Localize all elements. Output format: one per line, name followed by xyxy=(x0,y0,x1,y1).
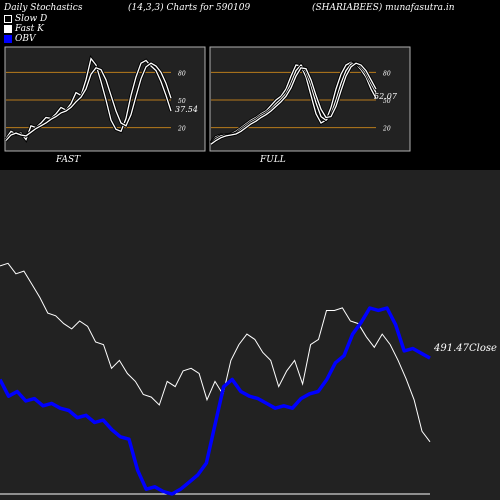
full-stochastic-panel: 20 50 80 52.07 FULL xyxy=(209,46,411,165)
fast-level-label: 80 xyxy=(178,70,186,77)
close-value-label: 491.47Close xyxy=(433,343,497,354)
slow-d-swatch xyxy=(4,15,12,23)
full-level-label: 50 xyxy=(383,98,391,105)
full-s-line xyxy=(210,62,377,145)
close-caption: Close xyxy=(469,343,497,354)
legend-label: OBV xyxy=(15,34,36,44)
close-value: 491.47 xyxy=(433,343,470,354)
legend-slow-d: Slow D xyxy=(4,14,47,24)
chart-source: (SHARIABEES) munafasutra.in xyxy=(312,3,455,13)
fast-k-line xyxy=(5,57,172,141)
price-panel-background xyxy=(0,170,500,500)
obv-line xyxy=(0,306,431,496)
full-level-label: 20 xyxy=(382,126,391,133)
fast-k-swatch xyxy=(4,25,12,33)
price-obv-panel: 491.47Close xyxy=(0,170,500,500)
obv-swatch xyxy=(4,35,12,43)
fast-level-label: 50 xyxy=(178,98,186,105)
fast-caption: FAST xyxy=(55,155,81,165)
full-caption: FULL xyxy=(259,155,286,165)
fast-stochastic-panel: 20 50 80 37.54 FAST xyxy=(4,46,206,165)
full-panel-frame xyxy=(209,46,411,152)
full-level-label: 80 xyxy=(383,70,391,77)
fast-d-line xyxy=(5,62,172,141)
chart-title: Daily Stochastics xyxy=(4,3,83,13)
legend-obv: OBV xyxy=(4,34,36,44)
legend-label: Slow D xyxy=(15,14,48,24)
fast-last-value: 37.54 xyxy=(175,105,198,114)
chart-params: (14,3,3) Charts for 590109 xyxy=(128,3,251,13)
legend-fast-k: Fast K xyxy=(4,24,44,34)
fast-level-label: 20 xyxy=(177,126,186,133)
full-last-value: 52.07 xyxy=(374,92,398,101)
legend-label: Fast K xyxy=(15,24,44,34)
